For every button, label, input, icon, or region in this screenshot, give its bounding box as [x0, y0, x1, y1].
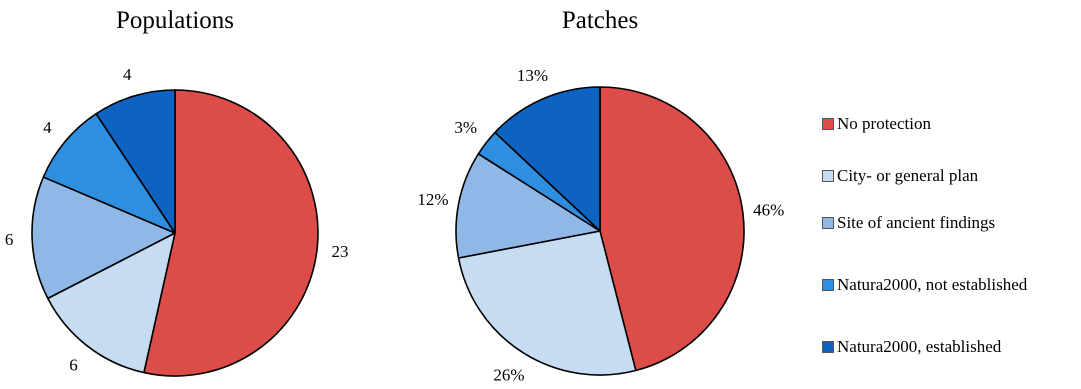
legend-item-no-protection: No protection — [822, 112, 1072, 135]
data-labels-patches: 46% 26% 12% 3% 13% — [417, 66, 784, 385]
data-label-populations-natura-established: 4 — [123, 65, 132, 84]
data-label-populations-ancient-findings: 6 — [5, 230, 14, 249]
legend-swatch — [822, 341, 834, 353]
data-label-patches-natura-not-established: 3% — [454, 118, 477, 137]
legend-label: Natura2000, not established — [837, 275, 1028, 294]
data-label-patches-natura-established: 13% — [517, 66, 548, 85]
legend-item-ancient-findings: Site of ancient findings — [822, 211, 1072, 234]
data-label-patches-no-protection: 46% — [753, 201, 784, 220]
pie-slice-populations-natura-not-established — [42, 112, 176, 234]
legend-label: No protection — [837, 114, 931, 133]
data-label-populations-natura-not-established: 4 — [43, 118, 52, 137]
slices-patches — [455, 86, 745, 376]
chart-title-populations: Populations — [116, 7, 234, 34]
legend-swatch — [822, 170, 834, 182]
legend-label: Natura2000, established — [837, 337, 1002, 356]
data-label-patches-city-plan: 26% — [493, 366, 524, 385]
pie-slice-populations-no-protection — [143, 89, 319, 377]
legend-swatch — [822, 217, 834, 229]
slices-populations — [31, 89, 319, 377]
legend-swatch — [822, 279, 834, 291]
data-label-patches-ancient-findings: 12% — [417, 190, 448, 209]
pie-slice-patches-natura-established — [494, 86, 601, 232]
pie-chart-populations: Populations 23 6 6 4 4 — [5, 7, 349, 377]
pie-chart-patches: Patches 46% 26% 12% 3% 13% — [417, 7, 784, 385]
data-label-populations-city-plan: 6 — [69, 355, 78, 374]
pie-slice-populations-natura-established — [95, 89, 176, 234]
legend-label: City- or general plan — [837, 166, 979, 185]
data-label-populations-no-protection: 23 — [332, 242, 349, 261]
pie-slice-patches-ancient-findings — [455, 153, 601, 259]
pie-slice-populations-ancient-findings — [31, 176, 176, 300]
legend-label: Site of ancient findings — [837, 213, 996, 232]
data-labels-populations: 23 6 6 4 4 — [5, 65, 349, 374]
pie-slice-patches-city-plan — [457, 230, 637, 376]
pie-slice-populations-city-plan — [47, 232, 176, 374]
chart-title-patches: Patches — [562, 7, 638, 34]
legend-item-city-plan: City- or general plan — [822, 164, 1072, 187]
legend-item-natura-established: Natura2000, established — [822, 335, 1072, 358]
pie-slice-patches-no-protection — [599, 86, 745, 372]
legend-swatch — [822, 118, 834, 130]
legend-item-natura-not-established: Natura2000, not established — [822, 273, 1072, 296]
